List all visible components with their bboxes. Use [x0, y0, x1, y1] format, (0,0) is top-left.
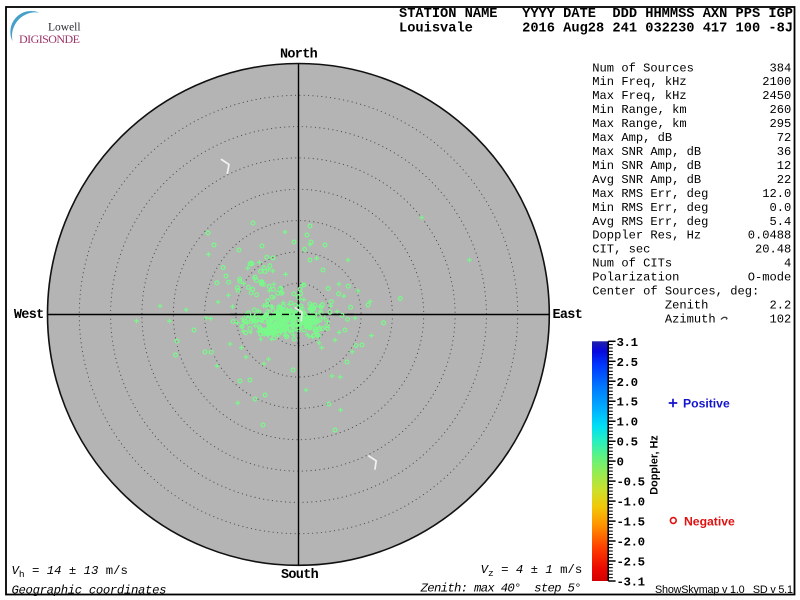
- svg-text:STATION NAME YYYY DATE DDD: STATION NAME YYYY DATE DDD HHMMSS AXN PP…: [399, 7, 793, 22]
- svg-text:4: 4: [784, 257, 791, 271]
- svg-text:Vh = 14 ± 13 m/s: Vh = 14 ± 13 m/s: [12, 564, 128, 580]
- svg-text:0.0488: 0.0488: [748, 229, 792, 243]
- svg-text:102: 102: [770, 312, 792, 326]
- svg-text:1.0: 1.0: [617, 416, 638, 430]
- svg-text:36: 36: [777, 145, 792, 159]
- svg-text:Zenith: max 40° step 5°: Zenith: max 40° step 5°: [420, 582, 582, 596]
- svg-text:Negative: Negative: [684, 515, 735, 529]
- svg-text:Max Amp, dB: Max Amp, dB: [592, 131, 672, 145]
- svg-text:Max Freq, kHz: Max Freq, kHz: [592, 89, 686, 103]
- svg-text:260: 260: [770, 103, 792, 117]
- svg-text:Zenith: Zenith: [592, 298, 708, 312]
- svg-text:-1.5: -1.5: [617, 516, 645, 530]
- svg-text:Louisvale 2016 Aug28 241: Louisvale 2016 Aug28 241 032230 417 100 …: [399, 21, 793, 36]
- svg-text:-2.0: -2.0: [617, 536, 645, 550]
- svg-text:West: West: [14, 308, 44, 323]
- svg-text:Center of Sources, deg:: Center of Sources, deg:: [592, 285, 759, 299]
- svg-text:2.2: 2.2: [770, 298, 792, 312]
- svg-text:North: North: [280, 48, 318, 63]
- svg-text:Avg SNR Amp, dB: Avg SNR Amp, dB: [592, 173, 701, 187]
- svg-text:DIGISONDE: DIGISONDE: [19, 32, 80, 46]
- svg-text:12: 12: [777, 159, 792, 173]
- svg-text:South: South: [281, 568, 319, 583]
- svg-text:0: 0: [617, 456, 624, 470]
- svg-text:0.0: 0.0: [770, 201, 792, 215]
- svg-text:2.0: 2.0: [617, 376, 638, 390]
- svg-text:20.48: 20.48: [755, 243, 791, 257]
- svg-text:Min SNR Amp, dB: Min SNR Amp, dB: [592, 159, 701, 173]
- svg-text:Max RMS Err, deg: Max RMS Err, deg: [592, 187, 708, 201]
- svg-text:CIT, sec: CIT, sec: [592, 243, 650, 257]
- svg-text:Min Freq, kHz: Min Freq, kHz: [592, 75, 686, 89]
- svg-text:Azimuth: Azimuth: [592, 312, 715, 326]
- svg-text:Doppler Res, Hz: Doppler Res, Hz: [592, 229, 701, 243]
- svg-text:5.4: 5.4: [770, 215, 792, 229]
- svg-text:384: 384: [770, 61, 792, 75]
- svg-text:2450: 2450: [762, 89, 791, 103]
- svg-text:Max SNR Amp, dB: Max SNR Amp, dB: [592, 145, 701, 159]
- svg-text:Min Range, km: Min Range, km: [592, 103, 686, 117]
- svg-text:72: 72: [777, 131, 792, 145]
- svg-text:-2.5: -2.5: [617, 556, 645, 570]
- svg-text:Polarization: Polarization: [592, 271, 679, 285]
- svg-text:3.1: 3.1: [617, 336, 638, 350]
- svg-text:ShowSkymap v 1.0 SD v 5.1: ShowSkymap v 1.0 SD v 5.1: [655, 584, 793, 596]
- svg-text:Geographic coordinates: Geographic coordinates: [12, 584, 167, 598]
- svg-text:Vz = 4 ± 1 m/s: Vz = 4 ± 1 m/s: [481, 563, 583, 579]
- svg-text:Avg RMS Err, deg: Avg RMS Err, deg: [592, 215, 708, 229]
- svg-text:2.5: 2.5: [617, 356, 638, 370]
- svg-text:22: 22: [777, 173, 792, 187]
- svg-text:295: 295: [770, 117, 792, 131]
- svg-text:O-mode: O-mode: [748, 271, 792, 285]
- svg-text:East: East: [553, 308, 583, 323]
- svg-text:-0.5: -0.5: [617, 476, 645, 490]
- svg-text:Positive: Positive: [683, 397, 730, 411]
- svg-text:12.0: 12.0: [762, 187, 791, 201]
- svg-text:Num of CITs: Num of CITs: [592, 257, 672, 271]
- svg-text:Num of Sources: Num of Sources: [592, 61, 694, 75]
- svg-text:-1.0: -1.0: [617, 496, 645, 510]
- svg-text:0.5: 0.5: [617, 436, 638, 450]
- svg-text:Max Range, km: Max Range, km: [592, 117, 686, 131]
- svg-text:Min RMS Err, deg: Min RMS Err, deg: [592, 201, 708, 215]
- svg-text:Lowell: Lowell: [48, 22, 81, 34]
- svg-text:Doppler, Hz: Doppler, Hz: [649, 435, 661, 495]
- svg-text:2100: 2100: [762, 75, 791, 89]
- svg-text:-3.1: -3.1: [617, 576, 645, 590]
- svg-text:1.5: 1.5: [617, 396, 638, 410]
